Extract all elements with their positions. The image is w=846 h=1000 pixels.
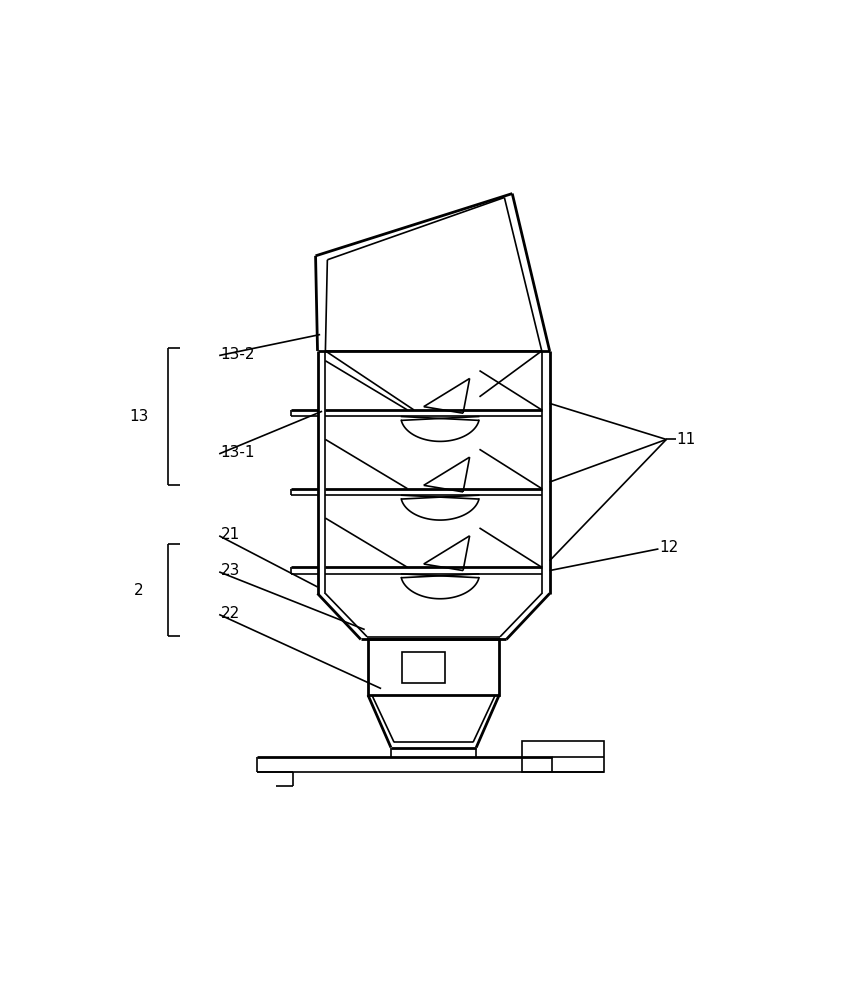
Text: 13: 13 [129, 409, 148, 424]
Text: 13-2: 13-2 [221, 347, 255, 362]
Text: 12: 12 [660, 540, 679, 555]
Bar [368, 639, 499, 695]
Text: 21: 21 [221, 527, 239, 542]
Text: 23: 23 [221, 563, 240, 578]
Text: 11: 11 [676, 432, 695, 447]
Bar [522, 741, 604, 772]
Text: 13-1: 13-1 [221, 445, 255, 460]
Text: 2: 2 [134, 583, 143, 598]
Bar [403, 652, 445, 683]
Text: 22: 22 [221, 606, 239, 621]
